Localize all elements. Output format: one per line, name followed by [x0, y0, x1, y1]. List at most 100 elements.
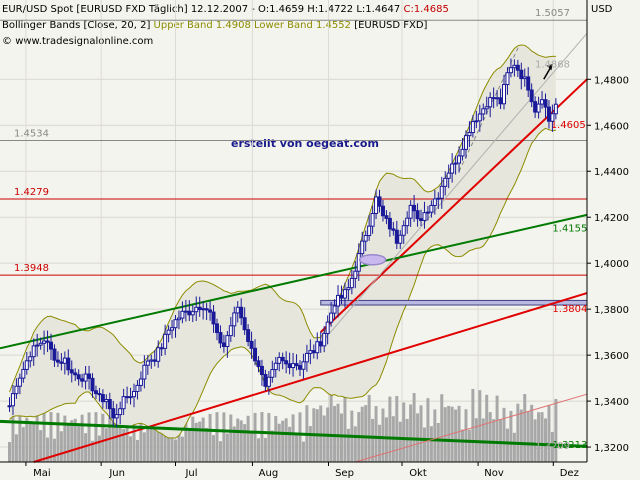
volume-bar [184, 413, 188, 462]
bollinger-lower [9, 127, 556, 439]
trend-line [320, 78, 588, 333]
candle-body [14, 385, 19, 395]
volume-bar [146, 415, 150, 462]
volume-bar [49, 412, 53, 462]
volume-bar [187, 429, 191, 462]
volume-bar [440, 394, 444, 462]
candle-body [311, 350, 316, 354]
candle-body [100, 394, 105, 403]
volume-bar [447, 405, 451, 462]
candle-body [356, 253, 361, 272]
volume-bar [236, 418, 240, 462]
candle-body [477, 113, 482, 122]
candle-body [42, 340, 47, 344]
volume-bar [111, 421, 115, 462]
header-close: C:1.4685 [403, 4, 449, 15]
candle-body [543, 99, 548, 108]
candle-body [156, 347, 161, 362]
y-tick-label: 1,4200 [594, 213, 629, 224]
candle-body [80, 378, 85, 382]
candle-body [121, 396, 126, 410]
y-tick-label: 1,3600 [594, 351, 629, 362]
candle-body [415, 210, 420, 220]
volume-bar [212, 435, 216, 462]
volume-bar [419, 405, 423, 462]
volume-bar [540, 412, 544, 462]
volume-bar [429, 426, 433, 462]
candle-body [484, 106, 489, 110]
volume-bar [509, 410, 513, 462]
x-tick-label: Okt [409, 468, 427, 479]
candle-body [325, 321, 330, 334]
volume-bar [97, 435, 101, 462]
candle-body [35, 344, 40, 347]
volume-bar [512, 432, 516, 462]
candle-body [446, 172, 451, 179]
volume-bar [149, 425, 153, 462]
volume-bar [218, 441, 222, 462]
candle-body [249, 340, 254, 349]
candle-body [277, 356, 282, 364]
volume-bar [402, 402, 406, 462]
candle-body [28, 356, 33, 362]
candle-body [301, 361, 306, 370]
candle-body [533, 101, 538, 113]
candle-body [170, 327, 175, 331]
volume-bar [205, 427, 209, 462]
candle-body [291, 363, 296, 369]
candle-body [242, 317, 247, 331]
volume-bar [523, 394, 527, 462]
volume-bar [160, 425, 164, 462]
volume-bar [229, 414, 233, 462]
volume-bar [537, 412, 541, 462]
volume-bar [516, 403, 520, 462]
candle-body [419, 218, 424, 221]
volume-bar [263, 437, 267, 462]
volume-bar [371, 418, 375, 462]
volume-bar [91, 440, 95, 462]
volume-bar [409, 404, 413, 462]
candle-body [201, 308, 206, 311]
candle-body [142, 364, 147, 380]
candle-body [367, 225, 372, 236]
candle-body [353, 270, 358, 279]
volume-bar [274, 416, 278, 462]
currency-label: USD [591, 4, 613, 15]
volume-bar [194, 422, 198, 462]
volume-bar [339, 413, 343, 462]
candle-body [31, 345, 36, 358]
volume-bar [281, 420, 285, 462]
candle-body [553, 103, 558, 115]
candle-body [111, 408, 116, 419]
candle-body [360, 240, 365, 255]
annotations: 1.4868 1.3209 [358, 60, 570, 452]
volume-bar [70, 420, 74, 462]
faded-label: 1.4868 [535, 60, 570, 71]
candle-body [76, 374, 81, 380]
candle-body [152, 359, 157, 362]
volume-bar [288, 426, 292, 462]
candle-body [204, 308, 209, 311]
volume-bar [256, 438, 260, 462]
volume-bar [457, 405, 461, 462]
volume-bar [467, 429, 471, 462]
volume-bar [132, 412, 136, 462]
candle-body [263, 374, 268, 387]
faded-label: 1.3209 [535, 441, 570, 452]
candle-body [377, 196, 382, 207]
trend-line [355, 393, 588, 463]
candle-body [398, 234, 403, 244]
volume-bar [547, 405, 551, 462]
volume-bar [25, 418, 29, 462]
volume-bar [533, 419, 537, 462]
volume-bar [129, 436, 133, 462]
trend-line [320, 33, 588, 344]
y-tick-label: 1,3400 [594, 397, 629, 408]
candle-body [384, 215, 389, 219]
candle-body [218, 332, 223, 344]
arrow-head [546, 64, 553, 71]
candle-body [104, 399, 109, 403]
candle-body [304, 352, 309, 363]
candle-body [315, 341, 320, 354]
